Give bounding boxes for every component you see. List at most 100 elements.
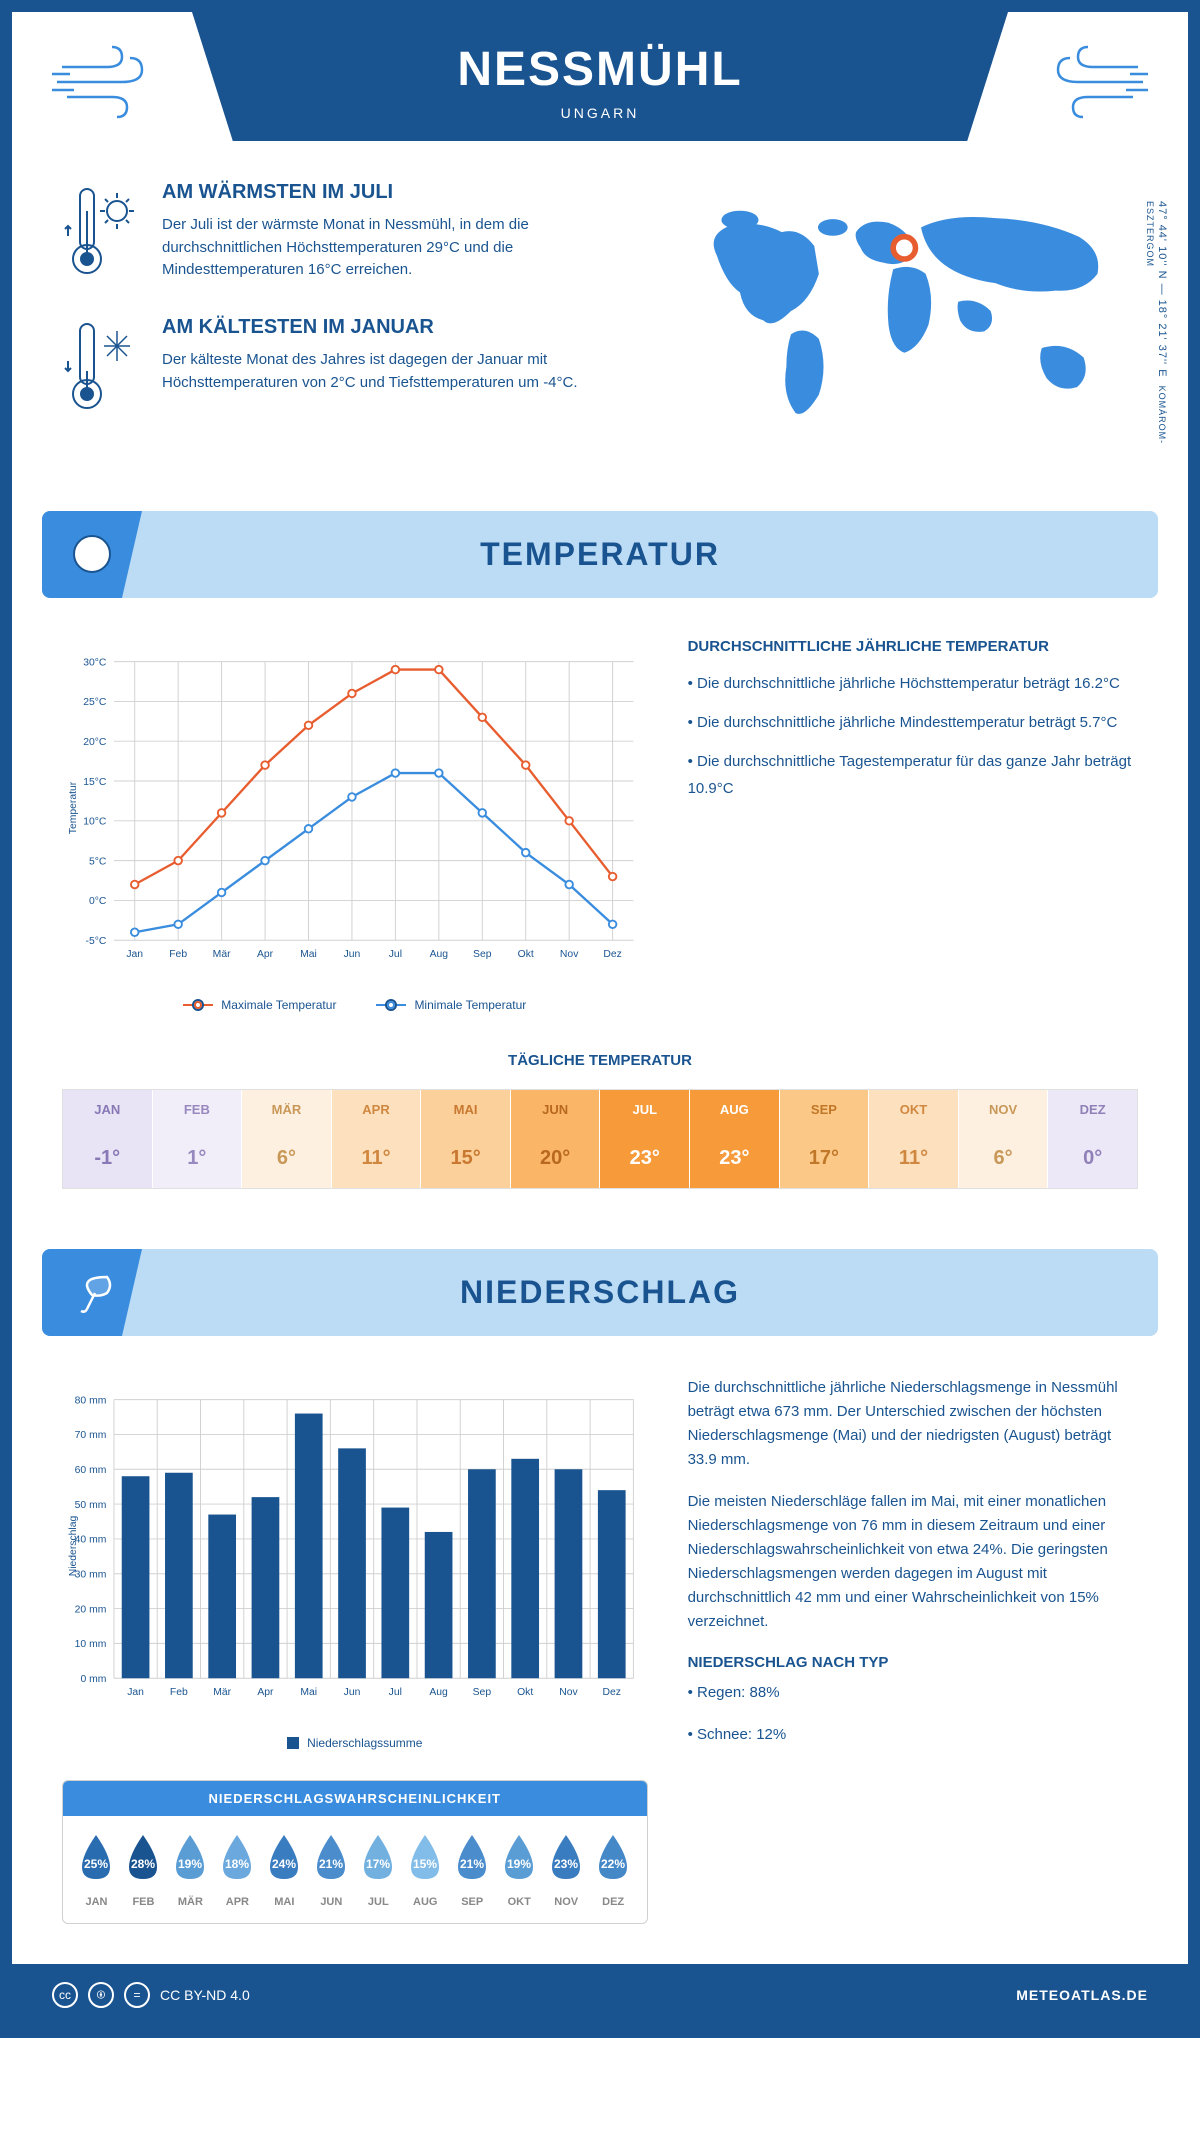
svg-text:Jun: Jun [344, 949, 361, 960]
svg-text:10 mm: 10 mm [75, 1639, 107, 1650]
country-subtitle: UNGARN [212, 105, 988, 121]
license-text: CC BY-ND 4.0 [160, 1987, 250, 2003]
temp-cell: FEB1° [153, 1090, 243, 1188]
wind-icon-right [1038, 42, 1148, 127]
svg-text:Aug: Aug [430, 949, 449, 960]
temp-chart-legend: Maximale Temperatur Minimale Temperatur [62, 998, 648, 1012]
svg-text:24%: 24% [272, 1857, 296, 1871]
precipitation-title: NIEDERSCHLAG [72, 1274, 1128, 1311]
page-footer: cc 🅯 = CC BY-ND 4.0 METEOATLAS.DE [12, 1964, 1188, 2026]
svg-text:Okt: Okt [517, 1687, 533, 1698]
daily-temp-title: TÄGLICHE TEMPERATUR [62, 1052, 1138, 1069]
coordinates: 47° 44' 10'' N — 18° 21' 37'' E KOMÁROM-… [1144, 201, 1168, 451]
svg-text:20 mm: 20 mm [75, 1604, 107, 1615]
temp-cell: JUN20° [511, 1090, 601, 1188]
temp-cell: JAN-1° [63, 1090, 153, 1188]
prob-cell: 19%OKT [496, 1831, 543, 1908]
svg-text:Sep: Sep [473, 1687, 492, 1698]
svg-text:Mär: Mär [213, 1687, 231, 1698]
precip-text-2: Die meisten Niederschläge fallen im Mai,… [688, 1490, 1138, 1634]
temperature-section-header: TEMPERATUR [42, 511, 1158, 598]
prob-cell: 18%APR [214, 1831, 261, 1908]
svg-text:Jul: Jul [389, 949, 402, 960]
temp-cell: AUG23° [690, 1090, 780, 1188]
svg-text:80 mm: 80 mm [75, 1395, 107, 1406]
svg-text:17%: 17% [366, 1857, 390, 1871]
prob-cell: 15%AUG [402, 1831, 449, 1908]
prob-cell: 19%MÄR [167, 1831, 214, 1908]
brand-text: METEOATLAS.DE [1016, 1987, 1148, 2003]
temp-cell: SEP17° [780, 1090, 870, 1188]
svg-text:Jan: Jan [127, 1687, 144, 1698]
location-marker [893, 237, 915, 259]
svg-text:22%: 22% [601, 1857, 625, 1871]
page-header: NESSMÜHL UNGARN [192, 12, 1008, 141]
temperature-title: TEMPERATUR [72, 536, 1128, 573]
svg-text:5°C: 5°C [89, 856, 107, 867]
svg-text:30 mm: 30 mm [75, 1570, 107, 1581]
svg-text:21%: 21% [319, 1857, 343, 1871]
temperature-line-chart: -5°C0°C5°C10°C15°C20°C25°C30°CJanFebMärA… [62, 638, 648, 978]
svg-text:Niederschlag: Niederschlag [68, 1515, 79, 1576]
svg-text:0°C: 0°C [89, 896, 107, 907]
sun-icon [42, 511, 142, 598]
svg-text:21%: 21% [460, 1857, 484, 1871]
prob-cell: 23%NOV [543, 1831, 590, 1908]
temp-cell: MAI15° [421, 1090, 511, 1188]
thermometer-hot-icon [62, 181, 142, 286]
temp-info-title: DURCHSCHNITTLICHE JÄHRLICHE TEMPERATUR [688, 638, 1138, 655]
daily-temp-table: JAN-1°FEB1°MÄR6°APR11°MAI15°JUN20°JUL23°… [62, 1089, 1138, 1189]
prob-cell: 24%MAI [261, 1831, 308, 1908]
prob-cell: 21%JUN [308, 1831, 355, 1908]
precip-type-title: NIEDERSCHLAG NACH TYP [688, 1654, 1138, 1671]
svg-text:Mär: Mär [213, 949, 231, 960]
svg-text:15°C: 15°C [83, 777, 107, 788]
svg-text:Mai: Mai [300, 949, 317, 960]
temp-point-3: • Die durchschnittliche Tagestemperatur … [688, 748, 1138, 802]
temp-point-2: • Die durchschnittliche jährliche Mindes… [688, 709, 1138, 736]
precip-snow: • Schnee: 12% [688, 1723, 1138, 1747]
svg-text:Jun: Jun [344, 1687, 361, 1698]
svg-text:Apr: Apr [257, 949, 274, 960]
temp-cell: DEZ0° [1048, 1090, 1137, 1188]
coldest-fact: AM KÄLTESTEN IM JANUAR Der kälteste Mona… [62, 316, 627, 421]
svg-text:Feb: Feb [169, 949, 187, 960]
precipitation-section-header: NIEDERSCHLAG [42, 1249, 1158, 1336]
prob-cell: 17%JUL [355, 1831, 402, 1908]
temp-cell: NOV6° [959, 1090, 1049, 1188]
svg-text:Jan: Jan [126, 949, 143, 960]
svg-text:25°C: 25°C [83, 697, 107, 708]
temp-cell: OKT11° [869, 1090, 959, 1188]
precipitation-bar-chart: 0 mm10 mm20 mm30 mm40 mm50 mm60 mm70 mm8… [62, 1376, 648, 1716]
prob-cell: 22%DEZ [590, 1831, 637, 1908]
svg-text:Jul: Jul [389, 1687, 402, 1698]
svg-text:25%: 25% [84, 1857, 108, 1871]
svg-text:20°C: 20°C [83, 737, 107, 748]
svg-text:70 mm: 70 mm [75, 1430, 107, 1441]
temp-cell: MÄR6° [242, 1090, 332, 1188]
thermometer-cold-icon [62, 316, 142, 421]
svg-text:Nov: Nov [559, 1687, 578, 1698]
prob-cell: 28%FEB [120, 1831, 167, 1908]
world-map [667, 181, 1138, 441]
prob-cell: 25%JAN [73, 1831, 120, 1908]
nd-icon: = [124, 1982, 150, 2008]
cc-icon: cc [52, 1982, 78, 2008]
location-title: NESSMÜHL [212, 42, 988, 97]
svg-text:60 mm: 60 mm [75, 1465, 107, 1476]
precip-rain: • Regen: 88% [688, 1681, 1138, 1705]
svg-text:Mai: Mai [300, 1687, 317, 1698]
svg-text:18%: 18% [225, 1857, 249, 1871]
umbrella-icon [42, 1249, 142, 1336]
svg-text:19%: 19% [507, 1857, 531, 1871]
precipitation-probability-box: NIEDERSCHLAGSWAHRSCHEINLICHKEIT 25%JAN28… [62, 1780, 648, 1924]
svg-text:Sep: Sep [473, 949, 492, 960]
precip-chart-legend: Niederschlagssumme [62, 1736, 648, 1750]
svg-text:30°C: 30°C [83, 657, 107, 668]
svg-text:50 mm: 50 mm [75, 1500, 107, 1511]
prob-cell: 21%SEP [449, 1831, 496, 1908]
by-icon: 🅯 [88, 1982, 114, 2008]
warmest-title: AM WÄRMSTEN IM JULI [162, 181, 627, 204]
precip-text-1: Die durchschnittliche jährliche Niedersc… [688, 1376, 1138, 1472]
svg-text:0 mm: 0 mm [80, 1674, 106, 1685]
